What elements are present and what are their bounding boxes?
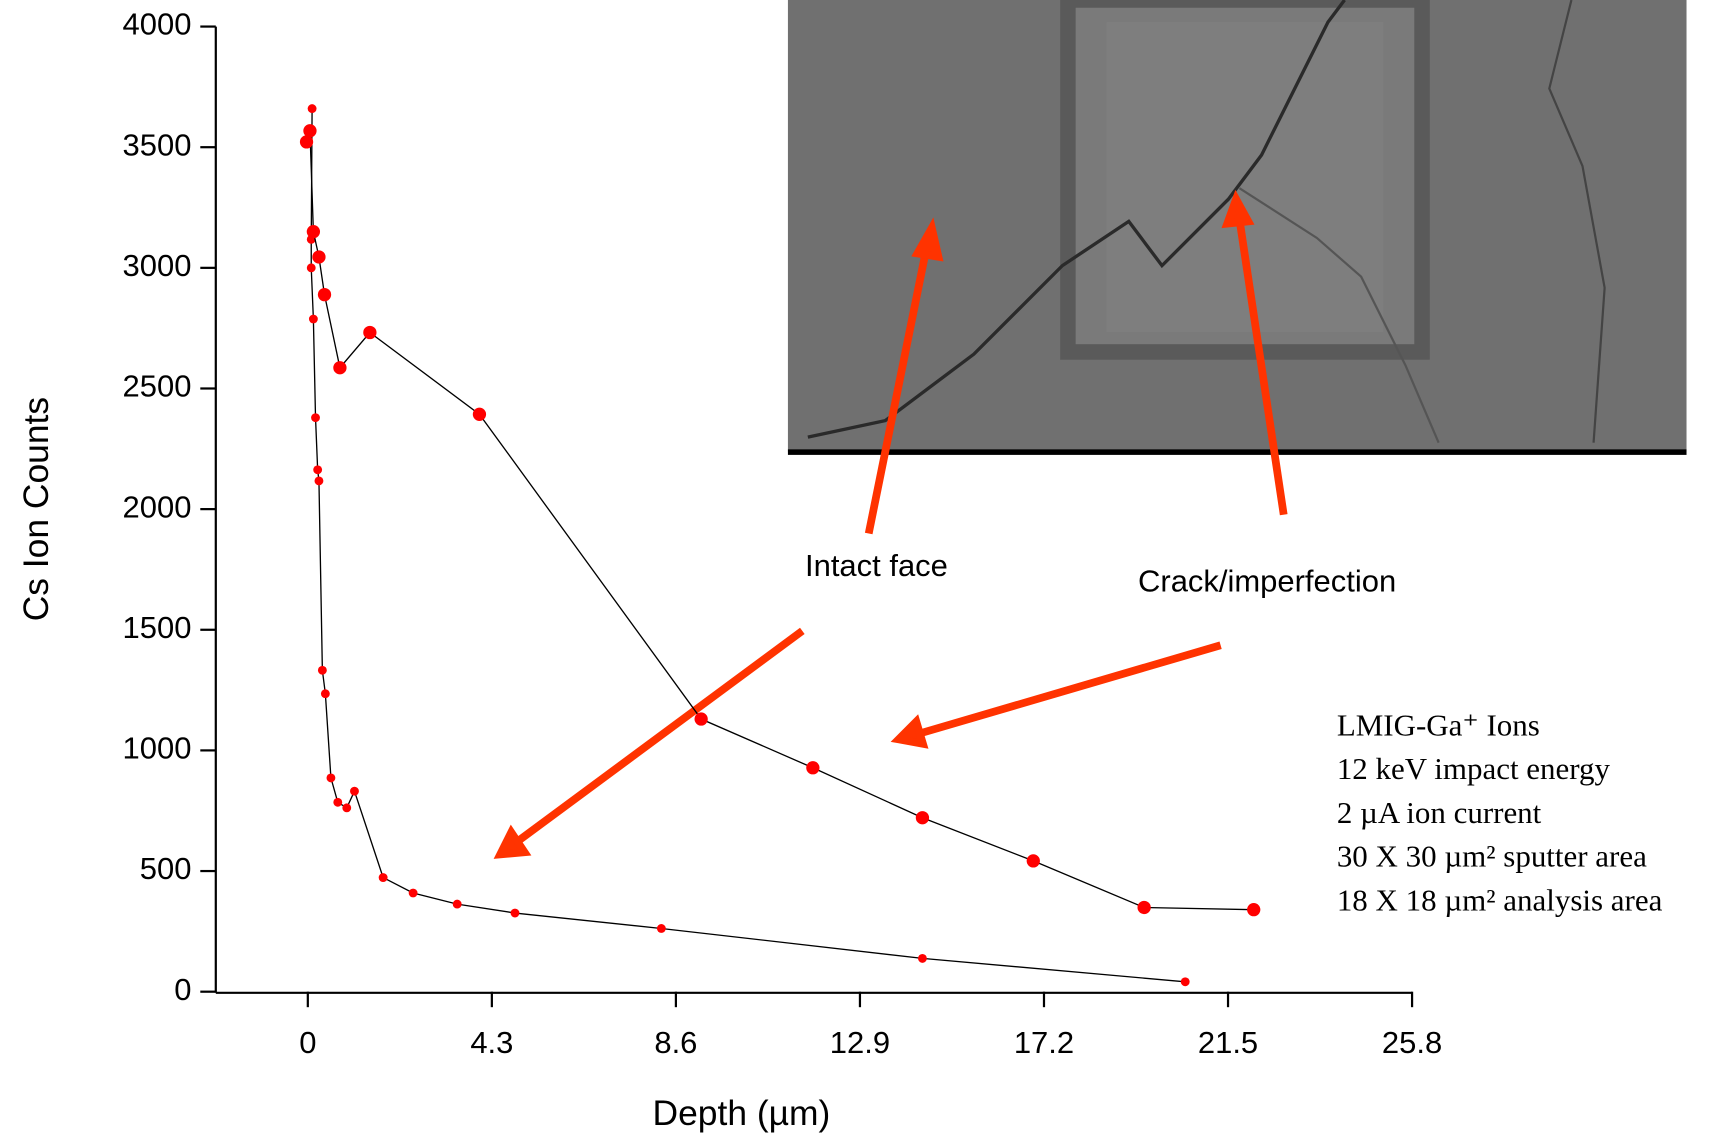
data-point xyxy=(333,797,343,807)
y-tick-label: 1000 xyxy=(123,731,192,766)
data-point xyxy=(307,104,317,114)
data-point xyxy=(303,124,317,138)
x-tick-label: 25.8 xyxy=(1382,1025,1442,1060)
data-point xyxy=(694,712,708,726)
y-tick-label: 3000 xyxy=(123,248,192,283)
data-point xyxy=(308,314,318,324)
annotation: 30 X 30 µm² sputter area xyxy=(1337,839,1647,874)
data-point xyxy=(918,953,927,963)
data-point xyxy=(299,135,314,149)
y-tick-label: 3500 xyxy=(123,127,192,162)
series-label: Crack/imperfection xyxy=(1138,563,1396,598)
data-point xyxy=(1180,977,1190,987)
data-point xyxy=(378,873,388,882)
data-point xyxy=(363,325,377,340)
y-tick-label: 1500 xyxy=(123,610,192,645)
y-tick-label: 2000 xyxy=(123,489,192,524)
data-point xyxy=(314,476,324,486)
data-point xyxy=(408,888,418,898)
data-point xyxy=(306,225,321,239)
series-label: Intact face xyxy=(805,548,948,583)
annotation: 12 keV impact energy xyxy=(1337,751,1611,786)
y-tick-label: 2500 xyxy=(123,369,192,404)
y-tick-label: 4000 xyxy=(123,7,192,42)
y-tick-label: 500 xyxy=(140,851,192,886)
data-point xyxy=(806,761,820,775)
data-point xyxy=(312,250,326,264)
data-point xyxy=(1247,903,1261,917)
data-point xyxy=(317,287,332,302)
y-axis-label: Cs Ion Counts xyxy=(16,397,56,621)
x-tick-label: 8.6 xyxy=(654,1025,697,1060)
x-tick-label: 12.9 xyxy=(830,1025,890,1060)
x-tick-label: 21.5 xyxy=(1198,1025,1258,1060)
data-point xyxy=(311,413,320,423)
x-tick-label: 4.3 xyxy=(470,1025,513,1060)
data-point xyxy=(1137,900,1151,915)
y-tick-label: 0 xyxy=(174,972,191,1007)
data-point xyxy=(326,773,336,783)
data-point xyxy=(313,465,323,475)
data-point xyxy=(320,689,330,699)
data-point xyxy=(317,665,327,675)
data-point xyxy=(656,924,666,933)
data-point xyxy=(306,263,316,273)
x-tick-label: 17.2 xyxy=(1014,1025,1074,1060)
data-point xyxy=(350,786,359,796)
data-point xyxy=(342,803,352,813)
x-axis-label: Depth (µm) xyxy=(653,1093,831,1133)
annotation: 18 X 18 µm² analysis area xyxy=(1337,882,1663,917)
data-point xyxy=(1026,854,1040,868)
x-tick-label: 0 xyxy=(299,1025,316,1060)
data-point xyxy=(333,361,347,375)
data-point xyxy=(915,811,930,825)
data-point xyxy=(472,407,487,421)
annotation: LMIG-Ga⁺ Ions xyxy=(1337,707,1540,742)
arrows xyxy=(493,189,1288,859)
series-line xyxy=(310,108,1186,983)
data-point xyxy=(510,908,520,918)
annotation: 2 µA ion current xyxy=(1337,795,1542,830)
data-point xyxy=(452,899,462,909)
sem-inset xyxy=(787,0,1687,455)
